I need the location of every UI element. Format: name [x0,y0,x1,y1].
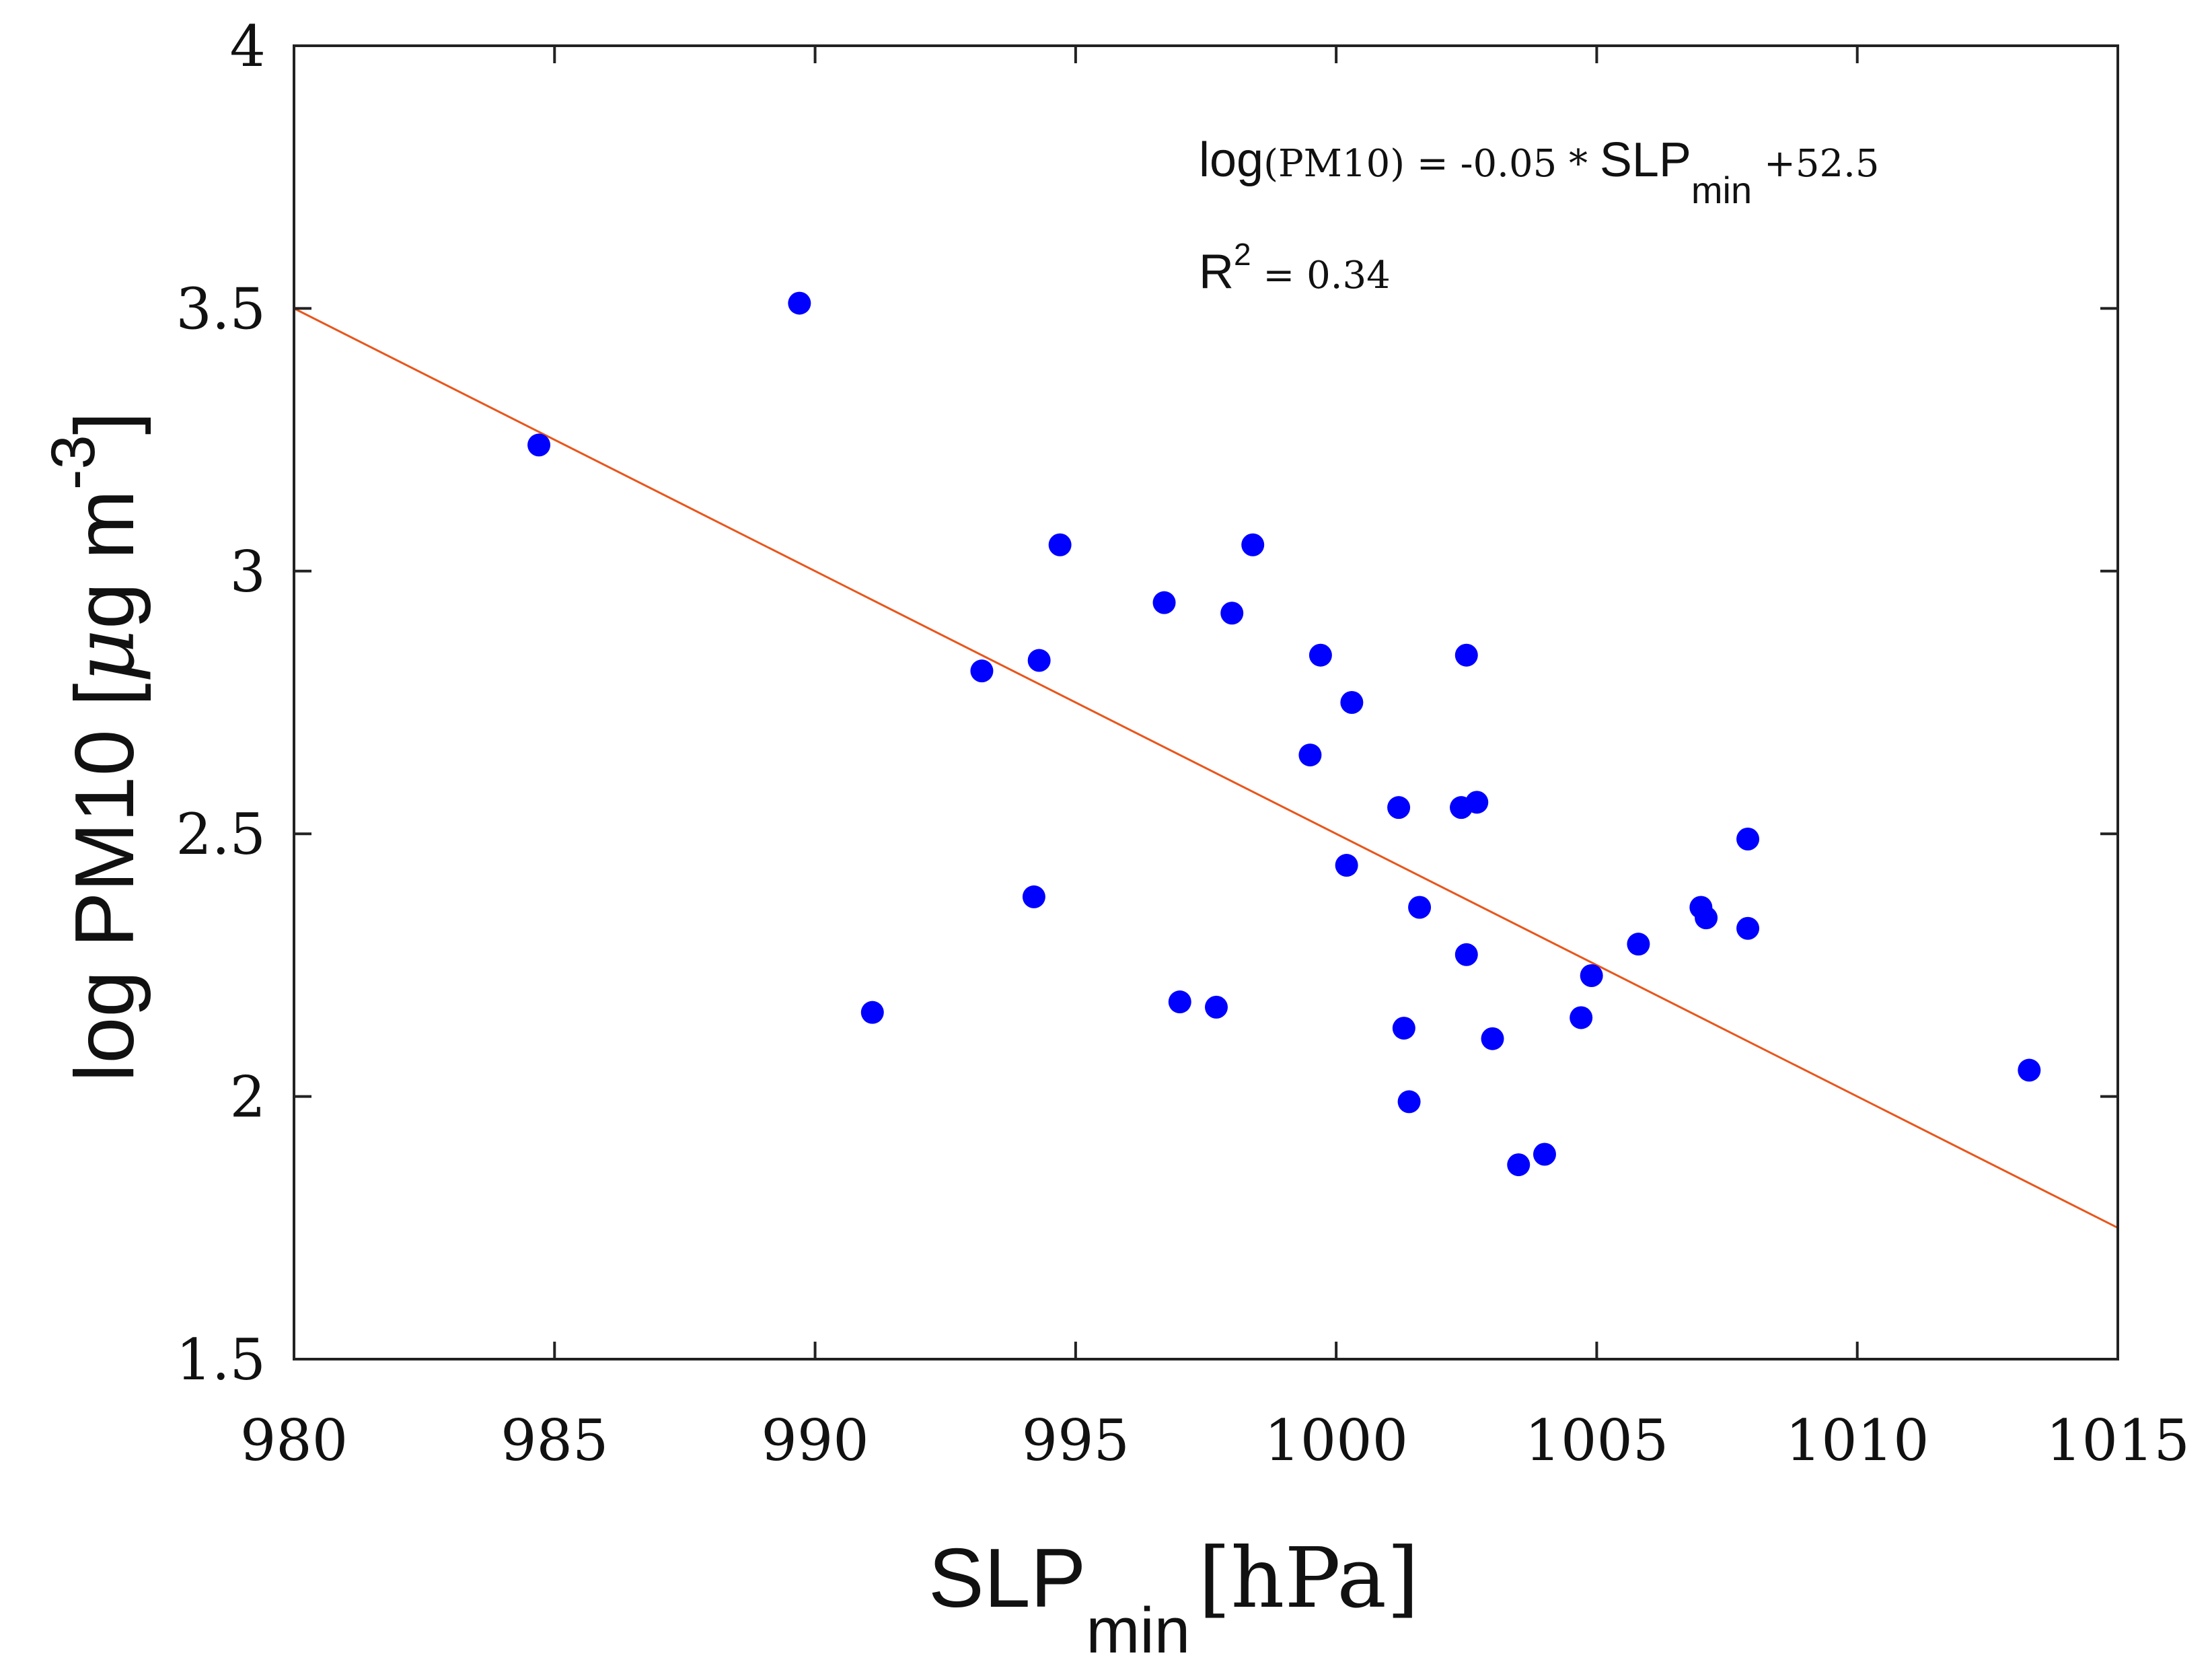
axis-ticks: 980 985 990 995 1000 1005 1010 1015 1.5 2 2.5 3 3.5 4 [176,13,2189,1474]
data-point [1220,602,1244,625]
data-point [970,659,994,683]
data-point [1022,885,1045,908]
x-axis-title: SLPmin[hPa] [928,1530,1419,1667]
equation-mid: = -0.05 * [1405,142,1600,186]
x-tick-label: 1010 [1785,1408,1929,1474]
y-tick-label: 1.5 [176,1327,266,1393]
data-points [527,291,2041,1177]
data-point [1392,1017,1415,1040]
y-axis-title: log PM10 [μg m-3] [39,412,153,1082]
y-tick-label: 3.5 [176,276,266,342]
data-point [1481,1027,1504,1050]
data-point [1340,691,1364,714]
data-point [1465,791,1489,814]
data-point [1027,649,1051,672]
data-point [1397,1090,1421,1114]
x-tick-label: 980 [240,1408,348,1474]
equation-lhs: log [1199,133,1263,187]
data-point [1387,796,1411,820]
equation-rhs: +52.5 [1752,142,1879,186]
x-tick-label: 1015 [2046,1408,2190,1474]
data-point [1168,990,1191,1014]
data-point [1736,916,1760,940]
data-point [1335,854,1358,877]
y-axis-title-sup: -3 [39,435,108,490]
r-squared-annotation: R2 = 0.34 [1199,237,1391,299]
data-point [1408,896,1432,919]
regression-line [293,307,2118,1229]
data-point [1570,1006,1593,1029]
equation-var-sub: min [1691,169,1752,211]
data-point [1627,933,1650,956]
data-point [860,1001,884,1024]
data-point [1152,591,1176,614]
x-tick-label: 985 [501,1408,608,1474]
data-point [1204,995,1228,1019]
data-point [1736,828,1760,851]
data-point [1454,643,1478,667]
x-tick-label: 990 [761,1408,869,1474]
data-point [1507,1153,1531,1177]
data-point [1695,906,1718,930]
r2-sup: 2 [1234,237,1251,272]
equation-var: SLP [1600,133,1691,187]
r2-value: = 0.34 [1251,254,1391,297]
data-point [1533,1142,1556,1166]
data-point [1580,964,1603,988]
data-point [1308,643,1332,667]
x-tick-label: 995 [1022,1408,1130,1474]
data-point [2018,1058,2041,1082]
x-tick-label: 1000 [1264,1408,1408,1474]
data-point [1048,533,1072,556]
x-axis-title-main: SLP [928,1532,1086,1625]
data-point [788,291,811,315]
r2-label: R [1199,245,1234,299]
y-tick-label: 4 [230,13,266,79]
y-tick-label: 2 [230,1064,266,1130]
x-axis-title-unit: [hPa] [1198,1530,1419,1627]
y-axis-title-main: log PM10 [ [59,683,151,1082]
equation-lhs-paren: (PM10) [1263,142,1405,186]
data-point [527,433,551,457]
data-point [1241,533,1265,556]
x-tick-label: 1005 [1525,1408,1669,1474]
regression-equation: log(PM10) = -0.05 * SLPmin +52.5 [1199,133,1880,211]
y-tick-label: 3 [230,539,266,605]
x-axis-title-sub: min [1086,1595,1190,1667]
plot-frame [293,44,2119,1360]
y-axis-title-rest: g m [59,490,151,629]
y-tick-label: 2.5 [176,801,266,867]
data-point [1454,943,1478,966]
data-point [1298,743,1322,767]
y-axis-title-mu: μ [57,629,153,684]
y-axis-title-close: ] [59,412,151,435]
